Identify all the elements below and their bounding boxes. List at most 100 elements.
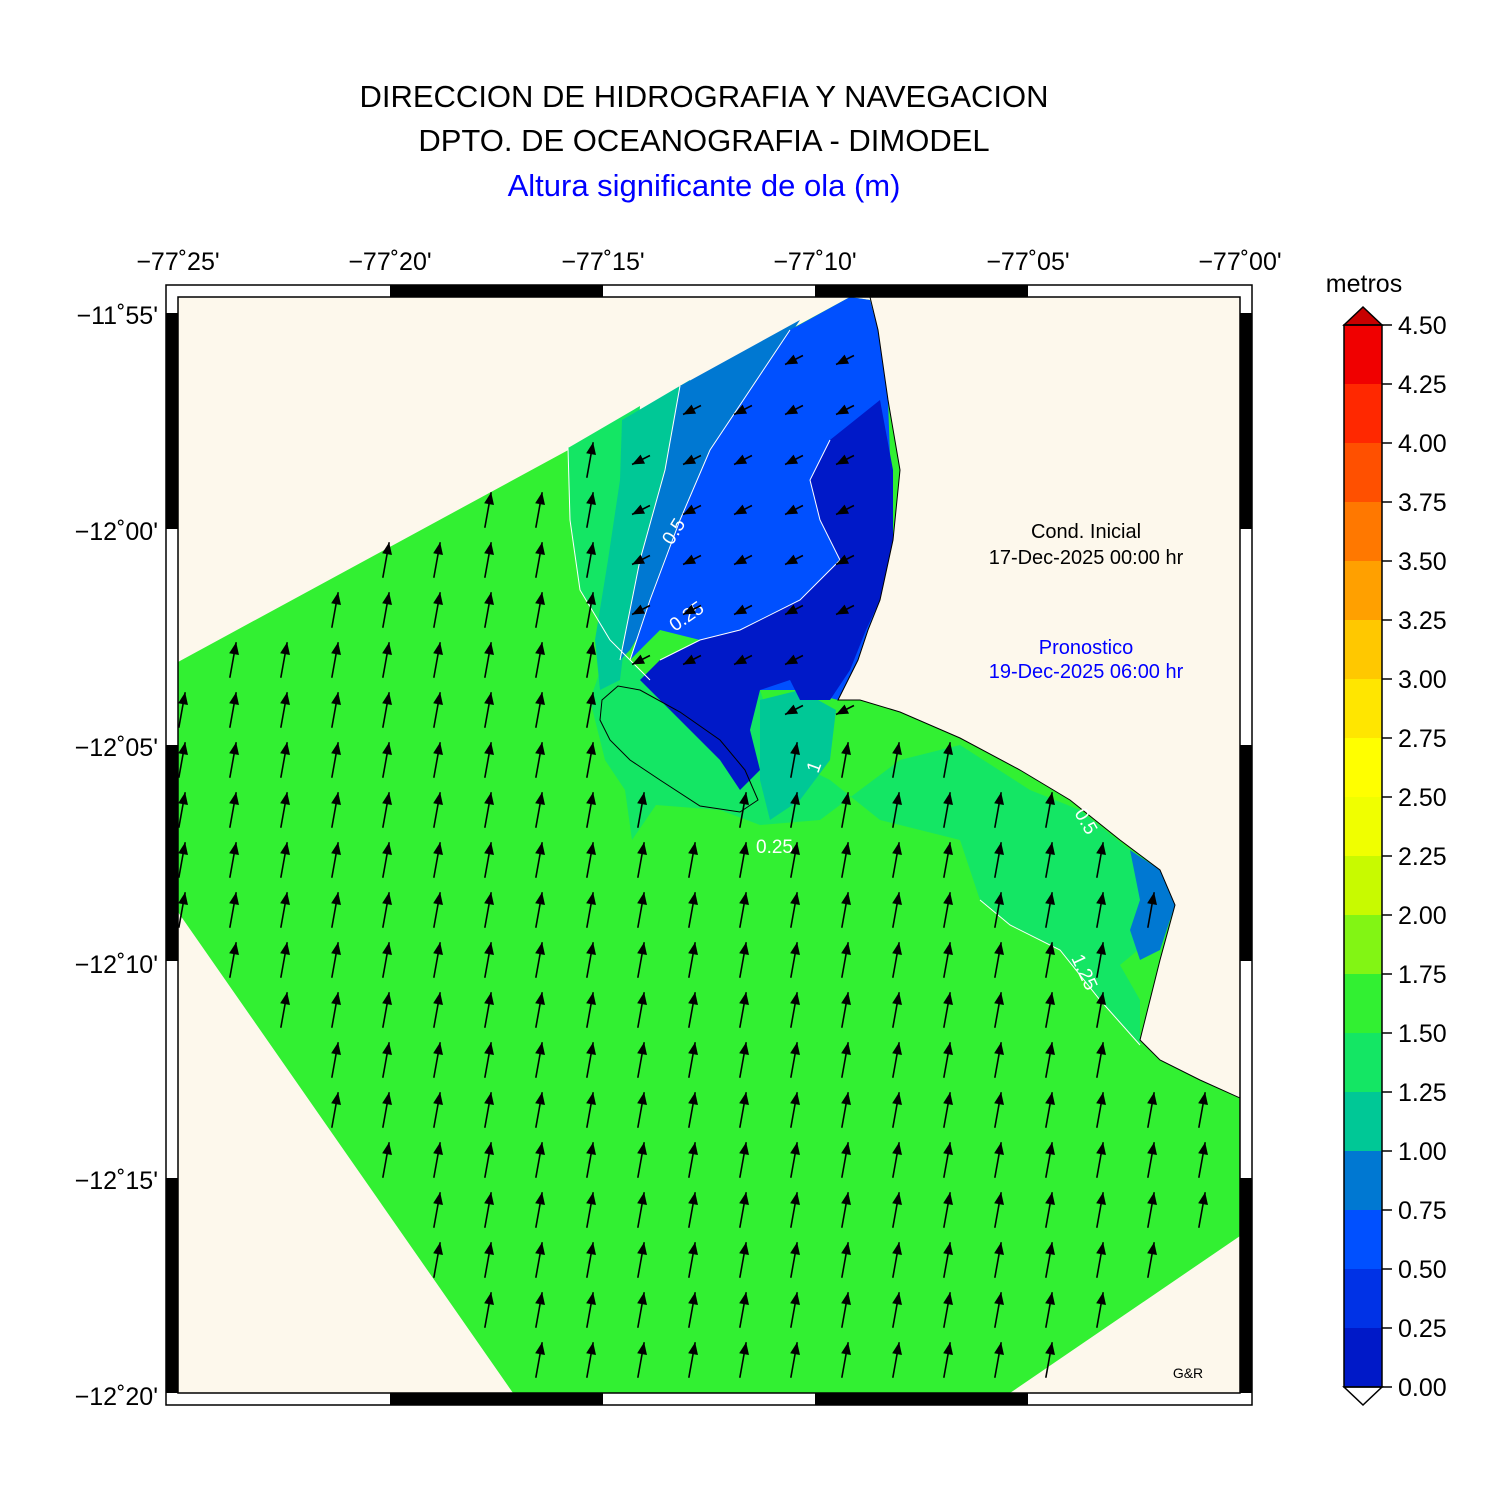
map-title-department: DPTO. DE OCEANOGRAFIA - DIMODEL [418, 123, 990, 158]
direction-arrow-head [433, 592, 443, 605]
direction-arrow-head [994, 1042, 1004, 1055]
y-tick-label: −12˚20' [75, 1383, 158, 1411]
colorbar-swatch [1344, 738, 1382, 797]
direction-arrow-head [632, 604, 646, 615]
direction-arrow-head [433, 992, 443, 1005]
frame-segment [390, 285, 603, 297]
direction-arrow-head [484, 642, 494, 655]
colorbar-tick-label: 0.25 [1398, 1315, 1447, 1343]
direction-arrow-head [892, 1192, 902, 1205]
direction-arrow-head [586, 592, 596, 605]
direction-arrow-head [892, 842, 902, 855]
direction-arrow-head [586, 1042, 596, 1055]
direction-arrow-head [943, 842, 953, 855]
direction-arrow-head [535, 1292, 545, 1305]
direction-arrow-head [382, 792, 392, 805]
colorbar-swatch [1344, 797, 1382, 856]
colorbar-unit-label: metros [1326, 270, 1402, 298]
frame-segment [166, 745, 178, 961]
direction-arrow-head [637, 1242, 647, 1255]
direction-arrow-head [785, 604, 799, 615]
direction-arrow-head [836, 554, 850, 565]
y-tick-label: −11˚55' [77, 302, 158, 330]
direction-arrow-head [535, 692, 545, 705]
direction-arrow-head [1096, 842, 1106, 855]
direction-arrow-head [892, 892, 902, 905]
credit-label: G&R [1173, 1365, 1203, 1381]
direction-arrow-head [688, 942, 698, 955]
direction-arrow-head [637, 1092, 647, 1105]
colorbar-tick-label: 2.50 [1398, 784, 1447, 812]
frame-segment [166, 313, 178, 529]
direction-arrow-head [994, 1192, 1004, 1205]
direction-arrow-head [734, 604, 748, 615]
x-tick-label: −77˚25' [136, 248, 219, 276]
colorbar-tick-label: 3.50 [1398, 548, 1447, 576]
direction-arrow-head [790, 792, 800, 805]
direction-arrow-head [1147, 1192, 1157, 1205]
direction-arrow-head [331, 742, 341, 755]
direction-arrow-head [688, 1092, 698, 1105]
colorbar-tick-label: 0.50 [1398, 1256, 1447, 1284]
direction-arrow-head [637, 1192, 647, 1205]
direction-arrow-head [841, 792, 851, 805]
direction-arrow-head [994, 1342, 1004, 1355]
direction-arrow-head [683, 504, 697, 515]
direction-arrow-head [790, 992, 800, 1005]
direction-arrow-head [382, 992, 392, 1005]
direction-arrow-head [1045, 992, 1055, 1005]
direction-arrow-head [836, 604, 850, 615]
direction-arrow-head [1045, 1092, 1055, 1105]
direction-arrow-head [280, 942, 290, 955]
direction-arrow-head [637, 1142, 647, 1155]
direction-arrow-head [790, 1192, 800, 1205]
direction-arrow-head [734, 554, 748, 565]
contour-line [567, 447, 651, 681]
direction-arrow-head [790, 892, 800, 905]
direction-arrow-head [994, 992, 1004, 1005]
direction-arrow-head [943, 942, 953, 955]
direction-arrow-head [943, 742, 953, 755]
direction-arrow-head [637, 1292, 647, 1305]
direction-arrow-head [586, 992, 596, 1005]
direction-arrow-head [280, 842, 290, 855]
direction-arrow-head [688, 1192, 698, 1205]
direction-arrow-head [841, 992, 851, 1005]
colorbar-tick-label: 0.75 [1398, 1197, 1447, 1225]
direction-arrow-head [535, 1142, 545, 1155]
colorbar: 0.00 0.25 0.50 0.75 1.00 1.25 1.50 1.75 2.00 2.25… [1342, 305, 1447, 1407]
x-tick-label: −77˚20' [348, 248, 431, 276]
direction-arrow-head [683, 554, 697, 565]
direction-arrow-head [892, 1142, 902, 1155]
y-tick-label: −12˚05' [75, 734, 158, 762]
direction-arrow-head [535, 1242, 545, 1255]
direction-arrow-head [331, 842, 341, 855]
direction-arrow-head [382, 742, 392, 755]
direction-arrow-head [892, 1342, 902, 1355]
direction-arrow-head [739, 1092, 749, 1105]
colorbar-tick-label: 3.25 [1398, 607, 1447, 635]
direction-arrow-head [836, 704, 850, 715]
colorbar-swatch [1344, 1328, 1382, 1387]
direction-arrow-head [688, 1342, 698, 1355]
wave-direction-arrows [178, 354, 1208, 1378]
direction-arrow-head [892, 942, 902, 955]
direction-arrow-head [637, 942, 647, 955]
direction-arrow-head [535, 1192, 545, 1205]
direction-arrow-head [688, 1242, 698, 1255]
colorbar-swatch [1344, 443, 1382, 502]
direction-arrow-head [484, 1142, 494, 1155]
direction-arrow-head [484, 592, 494, 605]
band-075-100-east [760, 690, 836, 820]
forecast-label: Pronostico [1039, 637, 1134, 659]
direction-arrow-head [229, 942, 239, 955]
direction-arrow-head [586, 542, 596, 555]
direction-arrow-head [994, 892, 1004, 905]
direction-arrow-head [892, 1092, 902, 1105]
direction-arrow-head [280, 742, 290, 755]
forecast-date: 19-Dec-2025 06:00 hr [989, 661, 1184, 683]
direction-arrow-head [331, 992, 341, 1005]
direction-arrow-head [535, 1092, 545, 1105]
direction-arrow-head [994, 1292, 1004, 1305]
colorbar-tick-label: 4.25 [1398, 371, 1447, 399]
